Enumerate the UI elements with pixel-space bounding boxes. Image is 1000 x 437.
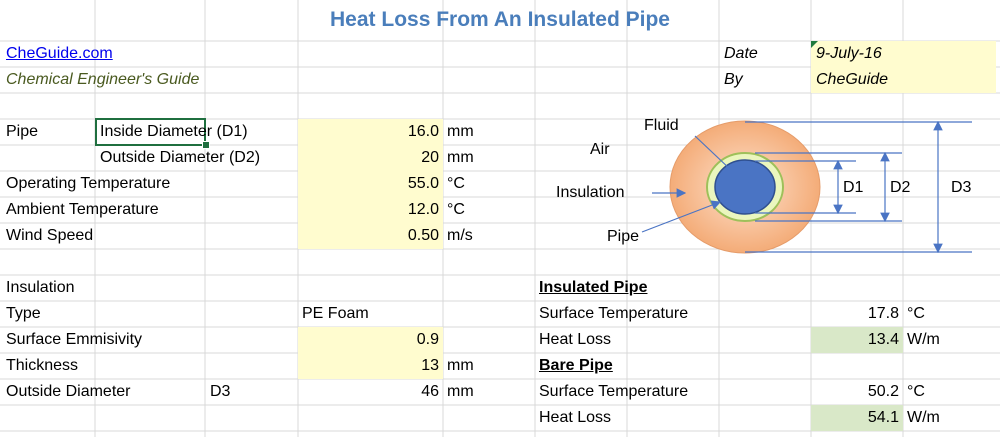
bare-pipe-header: Bare Pipe <box>539 357 613 374</box>
operating-temp-unit: °C <box>447 175 465 192</box>
insulation-header: Insulation <box>6 279 75 296</box>
fluid-core <box>714 159 776 215</box>
fluid-label: Fluid <box>644 117 679 134</box>
inside-diameter-value[interactable]: 16.0 <box>407 123 439 140</box>
bare-surface-temp-unit: °C <box>907 383 925 400</box>
input-fill <box>298 119 443 249</box>
ambient-temp-unit: °C <box>447 201 465 218</box>
od-value: 46 <box>421 383 439 400</box>
date-value[interactable]: 9-July-16 <box>816 45 882 62</box>
bare-heat-loss-unit: W/m <box>907 409 940 426</box>
selected-cell[interactable] <box>95 118 206 146</box>
input-fill-insulation <box>298 327 443 379</box>
result-fill-bare <box>811 405 903 431</box>
by-value[interactable]: CheGuide <box>816 71 889 88</box>
outside-diameter-value[interactable]: 20 <box>421 149 439 166</box>
wind-speed-value[interactable]: 0.50 <box>407 227 439 244</box>
insulation-diagram-label: Insulation <box>556 184 625 201</box>
outside-diameter-label: Outside Diameter (D2) <box>100 149 261 166</box>
wind-speed-unit: m/s <box>447 227 473 244</box>
fill-handle[interactable] <box>202 141 210 149</box>
operating-temp-label: Operating Temperature <box>6 175 171 192</box>
pipe-cross-section-diagram: Fluid Air Insulation Pipe D1 D2 D3 <box>556 117 972 254</box>
emissivity-label: Surface Emmisivity <box>6 331 143 348</box>
insulation-type-label: Type <box>6 305 41 322</box>
bare-heat-loss-label: Heat Loss <box>539 409 612 426</box>
insulated-pipe-header: Insulated Pipe <box>539 279 648 296</box>
comment-marker <box>811 41 818 48</box>
pipe-diagram-label: Pipe <box>607 228 639 245</box>
air-label: Air <box>590 141 610 158</box>
cheguide-link[interactable]: CheGuide.com <box>6 45 113 62</box>
wind-speed-label: Wind Speed <box>6 227 94 244</box>
inside-diameter-label[interactable]: Inside Diameter (D1) <box>100 123 248 140</box>
od-symbol: D3 <box>210 383 231 400</box>
thickness-unit: mm <box>447 357 474 374</box>
sheet-title: Heat Loss From An Insulated Pipe <box>330 8 670 31</box>
result-fill-insulated <box>811 327 903 353</box>
date-by-fill <box>811 41 996 93</box>
inside-diameter-unit: mm <box>447 123 474 140</box>
ambient-temp-label: Ambient Temperature <box>6 201 159 218</box>
ambient-temp-value[interactable]: 12.0 <box>407 201 439 218</box>
pipe-label: Pipe <box>6 123 39 140</box>
emissivity-value[interactable]: 0.9 <box>416 331 439 348</box>
bare-surface-temp-value: 50.2 <box>867 383 899 400</box>
ins-surface-temp-unit: °C <box>907 305 925 322</box>
subtitle: Chemical Engineer's Guide <box>6 71 200 88</box>
operating-temp-value[interactable]: 55.0 <box>407 175 439 192</box>
d2-label: D2 <box>890 179 911 196</box>
od-unit: mm <box>447 383 474 400</box>
ins-surface-temp-value: 17.8 <box>867 305 899 322</box>
bare-surface-temp-label: Surface Temperature <box>539 383 689 400</box>
insulation-type-value[interactable]: PE Foam <box>302 305 369 322</box>
d3-label: D3 <box>951 179 972 196</box>
ins-heat-loss-value: 13.4 <box>867 331 899 348</box>
od-label: Outside Diameter <box>6 383 131 400</box>
by-label: By <box>724 71 743 88</box>
bare-heat-loss-value: 54.1 <box>867 409 899 426</box>
ins-heat-loss-unit: W/m <box>907 331 940 348</box>
ins-heat-loss-label: Heat Loss <box>539 331 612 348</box>
ins-surface-temp-label: Surface Temperature <box>539 305 689 322</box>
outside-diameter-unit: mm <box>447 149 474 166</box>
d1-label: D1 <box>843 179 864 196</box>
thickness-value[interactable]: 13 <box>421 357 439 374</box>
date-label: Date <box>724 45 758 62</box>
thickness-label: Thickness <box>6 357 79 374</box>
